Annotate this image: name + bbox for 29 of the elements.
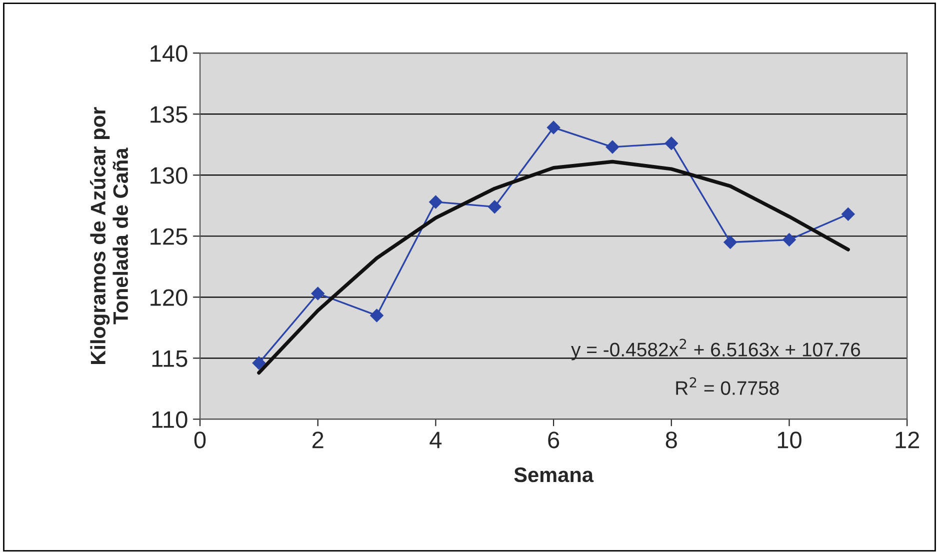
y-tick-label: 130 bbox=[150, 167, 188, 184]
annotation: R$^{2}$ = 0.7758 bbox=[676, 377, 779, 395]
x-tick-label: 12 bbox=[896, 432, 920, 448]
x-tick-label: 6 bbox=[548, 432, 560, 448]
point bbox=[370, 308, 384, 322]
y-tick-label: 140 bbox=[150, 45, 188, 62]
point bbox=[842, 208, 855, 221]
x-tick-label: 8 bbox=[666, 432, 677, 448]
point bbox=[724, 236, 737, 249]
y-tick-label: 135 bbox=[150, 106, 188, 123]
point bbox=[664, 136, 678, 150]
point bbox=[311, 286, 324, 300]
point bbox=[606, 140, 620, 154]
point bbox=[488, 200, 502, 214]
x-tick-label: 10 bbox=[778, 432, 802, 448]
y-tick-label: 110 bbox=[152, 411, 188, 428]
x-axis-title: Semana bbox=[514, 467, 594, 482]
point bbox=[429, 195, 442, 209]
annotation: y = -0.4582x$^{2}$ + 6.5163x + 107.76 bbox=[571, 338, 860, 360]
x-tick-label: 0 bbox=[194, 432, 206, 448]
y-tick-label: 125 bbox=[150, 228, 188, 245]
y-tick-label: 115 bbox=[152, 350, 188, 367]
point bbox=[782, 233, 796, 246]
x-tick-label: 4 bbox=[430, 432, 442, 448]
y-axis-title: Kilogramos de Azúcar por Tonelada de Caña bbox=[90, 107, 128, 364]
point bbox=[546, 120, 560, 134]
y-tick-label: 120 bbox=[150, 289, 188, 306]
point bbox=[252, 356, 266, 370]
x-tick-label: 2 bbox=[312, 432, 324, 448]
